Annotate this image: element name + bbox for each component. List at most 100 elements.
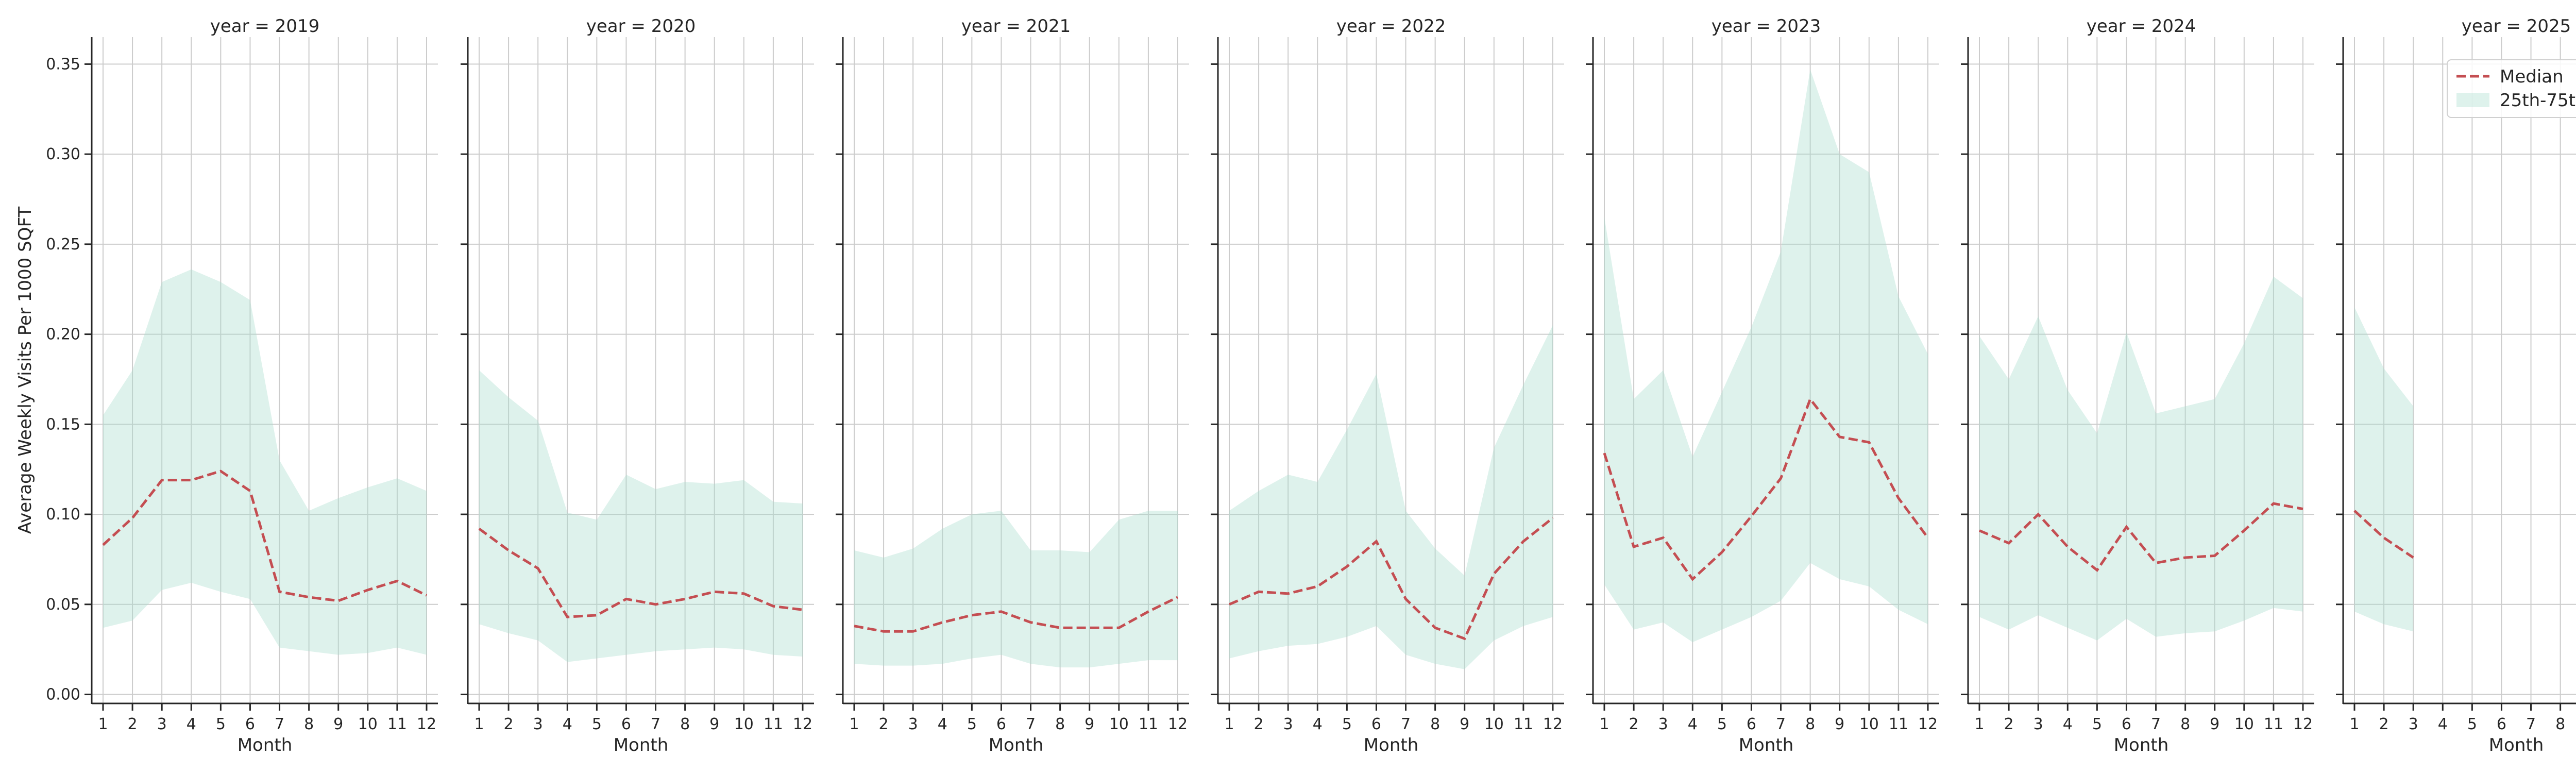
x-tick-label: 2 xyxy=(879,715,889,733)
x-tick-label: 11 xyxy=(1139,715,1158,733)
median-line xyxy=(1979,502,2303,573)
x-tick-label: 11 xyxy=(1514,715,1533,733)
x-tick-label: 6 xyxy=(2122,715,2131,733)
x-tick-label: 9 xyxy=(1835,715,1844,733)
x-tick-label: 2 xyxy=(1629,715,1639,733)
facet-title: year = 2024 xyxy=(2087,16,2196,37)
x-tick-label: 12 xyxy=(2293,715,2313,733)
x-tick-label: 3 xyxy=(1283,715,1293,733)
facet-panel-1: 0.000.050.100.150.200.250.300.351 2 3 4 5 6 7 8… xyxy=(46,16,438,755)
x-tick-label: 9 xyxy=(709,715,719,733)
x-tick-label: 7 xyxy=(1401,715,1411,733)
percentile-band xyxy=(2354,307,2414,632)
x-tick-label: 7 xyxy=(651,715,660,733)
x-tick-label: 4 xyxy=(1688,715,1698,733)
x-tick-label: 8 xyxy=(1055,715,1065,733)
x-tick-label: 10 xyxy=(1484,715,1504,733)
y-tick-label: 0.30 xyxy=(46,145,80,163)
x-tick-label: 5 xyxy=(592,715,602,733)
legend-box xyxy=(2447,59,2576,118)
x-tick-label: 4 xyxy=(2063,715,2073,733)
x-tick-label: 11 xyxy=(387,715,407,733)
x-tick-label: 2 xyxy=(2004,715,2014,733)
x-tick-label: 1 xyxy=(98,715,108,733)
x-tick-label: 10 xyxy=(2234,715,2254,733)
x-tick-label: 1 xyxy=(1974,715,1984,733)
y-tick-label: 0.35 xyxy=(46,55,80,73)
x-tick-label: 8 xyxy=(2555,715,2565,733)
facet-title: year = 2020 xyxy=(586,16,696,37)
x-axis-label: Month xyxy=(2489,735,2544,755)
x-tick-label: 11 xyxy=(2264,715,2283,733)
x-tick-label: 5 xyxy=(967,715,977,733)
x-tick-label: 9 xyxy=(2210,715,2219,733)
legend-band-label: 25th-75th Percentile xyxy=(2500,90,2576,111)
x-tick-label: 12 xyxy=(793,715,812,733)
x-tick-label: 8 xyxy=(1805,715,1815,733)
x-axis-label: Month xyxy=(1364,735,1419,755)
x-axis-label: Month xyxy=(2114,735,2169,755)
x-tick-label: 7 xyxy=(1026,715,1036,733)
x-tick-label: 9 xyxy=(1084,715,1094,733)
x-tick-label: 1 xyxy=(474,715,484,733)
x-tick-label: 5 xyxy=(216,715,226,733)
x-tick-label: 11 xyxy=(764,715,783,733)
x-tick-label: 7 xyxy=(1776,715,1786,733)
percentile-band xyxy=(479,370,803,662)
x-tick-label: 8 xyxy=(304,715,314,733)
x-tick-label: 2 xyxy=(504,715,514,733)
x-tick-label: 10 xyxy=(734,715,754,733)
y-tick-label: 0.00 xyxy=(46,686,80,704)
x-tick-label: 4 xyxy=(187,715,196,733)
median-line xyxy=(1229,517,1554,641)
x-tick-label: 7 xyxy=(2151,715,2161,733)
facet-title: year = 2025 xyxy=(2462,16,2571,37)
x-tick-label: 4 xyxy=(1313,715,1323,733)
facet-title: year = 2021 xyxy=(961,16,1071,37)
x-tick-label: 8 xyxy=(1430,715,1440,733)
x-tick-label: 5 xyxy=(2467,715,2477,733)
x-tick-label: 6 xyxy=(245,715,255,733)
y-axis-label: Average Weekly Visits Per 1000 SQFT xyxy=(15,207,36,534)
x-tick-label: 12 xyxy=(1543,715,1563,733)
x-tick-label: 2 xyxy=(2379,715,2389,733)
x-tick-label: 12 xyxy=(1168,715,1188,733)
x-tick-label: 10 xyxy=(358,715,378,733)
y-tick-label: 0.15 xyxy=(46,415,80,433)
percentile-band xyxy=(1979,276,2303,641)
x-tick-label: 6 xyxy=(996,715,1006,733)
legend: Median 25th-75th Percentile xyxy=(2447,59,2576,118)
x-axis-label: Month xyxy=(614,735,669,755)
x-tick-label: 10 xyxy=(1859,715,1879,733)
x-tick-label: 12 xyxy=(1918,715,1938,733)
x-tick-label: 3 xyxy=(1658,715,1668,733)
x-tick-label: 1 xyxy=(2349,715,2359,733)
x-tick-label: 5 xyxy=(1342,715,1352,733)
x-tick-label: 6 xyxy=(1371,715,1381,733)
facet-title: year = 2022 xyxy=(1336,16,1446,37)
x-tick-label: 6 xyxy=(621,715,631,733)
x-tick-label: 6 xyxy=(1747,715,1756,733)
x-tick-label: 5 xyxy=(1717,715,1727,733)
x-axis-label: Month xyxy=(989,735,1044,755)
median-line xyxy=(478,528,803,618)
x-axis-label: Month xyxy=(1739,735,1794,755)
median-line xyxy=(854,596,1179,633)
y-tick-label: 0.20 xyxy=(46,326,80,344)
x-tick-label: 8 xyxy=(2180,715,2190,733)
percentile-band xyxy=(103,269,427,655)
x-tick-label: 3 xyxy=(908,715,918,733)
x-tick-label: 4 xyxy=(2438,715,2448,733)
y-tick-label: 0.10 xyxy=(46,506,80,524)
x-tick-label: 1 xyxy=(849,715,859,733)
x-tick-label: 3 xyxy=(2409,715,2418,733)
x-axis-label: Month xyxy=(238,735,293,755)
percentile-band xyxy=(1604,69,1928,643)
x-tick-label: 4 xyxy=(563,715,572,733)
